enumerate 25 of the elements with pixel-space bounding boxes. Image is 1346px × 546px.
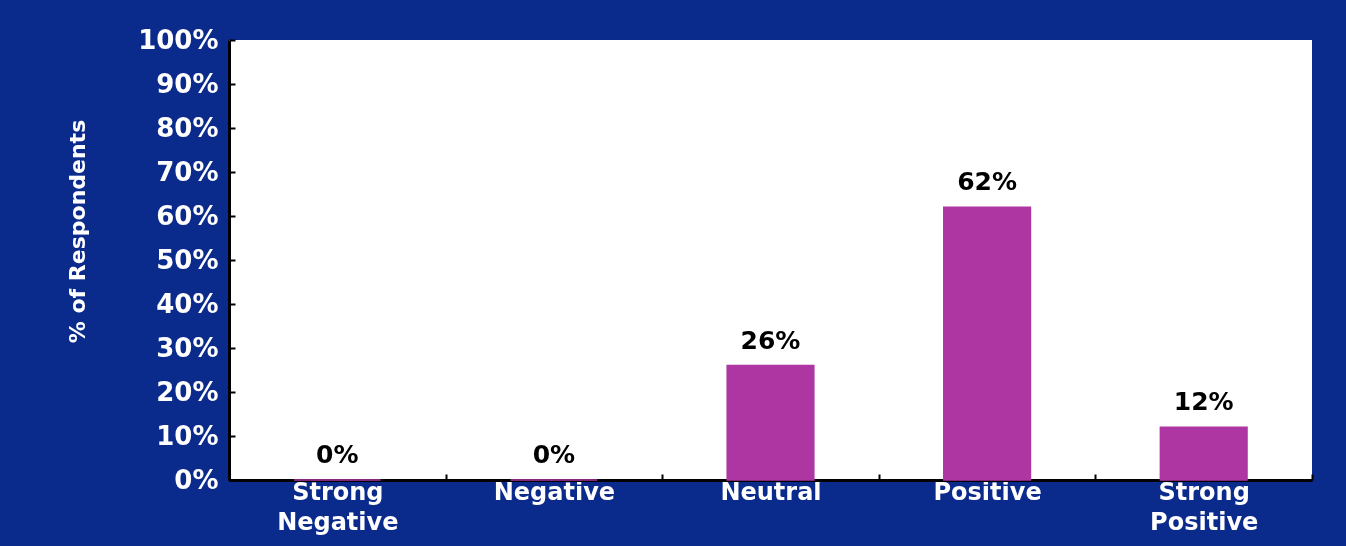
data-label: 0% — [532, 440, 576, 469]
y-axis-title: % of Respondents — [64, 119, 90, 344]
y-tick-label: 10% — [156, 420, 219, 451]
x-tick-label: Strong Negative — [277, 477, 399, 536]
y-tick-label: 70% — [156, 156, 219, 187]
y-tick-label: 50% — [156, 244, 219, 275]
data-label: 26% — [740, 325, 801, 355]
y-tick-label: 40% — [156, 288, 219, 319]
x-tick-label: Negative — [493, 477, 616, 506]
x-tick-label: Strong Positive — [1150, 477, 1259, 536]
y-tick-label: 80% — [156, 112, 219, 143]
data-label: 12% — [1173, 387, 1234, 417]
bar — [726, 364, 815, 481]
y-tick-label: 60% — [156, 200, 219, 231]
data-label: 0% — [316, 440, 359, 469]
bar — [1159, 426, 1248, 481]
y-tick-label: 30% — [156, 332, 219, 363]
y-tick-label: 90% — [156, 68, 219, 99]
y-tick-label: 0% — [174, 464, 219, 495]
x-tick-label: Positive — [933, 477, 1042, 506]
data-label: 62% — [957, 167, 1018, 197]
y-tick-label: 20% — [156, 376, 219, 407]
y-tick-label: 100% — [138, 24, 219, 55]
bar — [943, 206, 1032, 481]
x-tick-label: Neutral — [720, 477, 822, 506]
